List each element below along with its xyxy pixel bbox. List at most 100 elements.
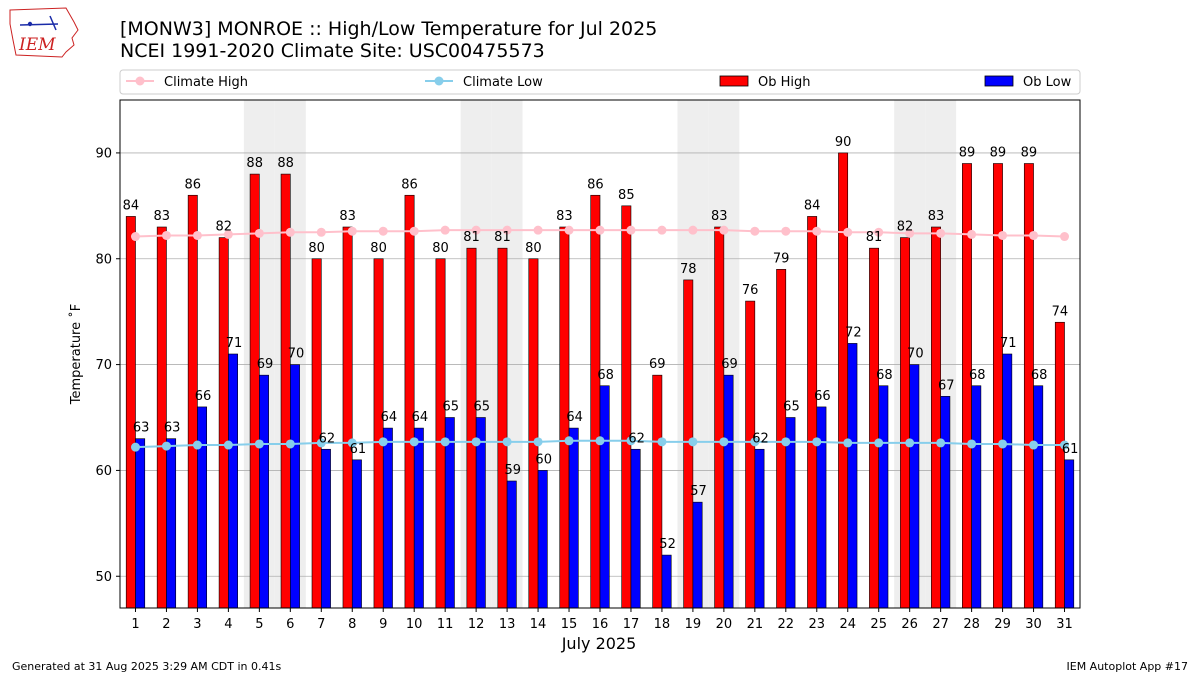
y-tick-label-60: 60 — [95, 464, 112, 479]
climate-low-point-16 — [595, 436, 605, 446]
x-tick-label-16: 16 — [592, 617, 609, 632]
legend-ob-low-swatch — [984, 75, 1014, 87]
climate-low-point-31 — [1060, 440, 1070, 450]
ob-high-value-17: 85 — [618, 188, 635, 203]
ob-high-bar-29 — [992, 163, 1003, 609]
climate-low-point-20 — [719, 437, 729, 447]
climate-high-point-8 — [347, 226, 357, 236]
x-tick-label-15: 15 — [561, 617, 578, 632]
ob-high-bar-13 — [497, 247, 508, 609]
ob-high-bar-16 — [590, 194, 601, 609]
ob-low-value-23: 66 — [814, 389, 831, 404]
ob-high-value-29: 89 — [990, 146, 1007, 161]
x-tick-label-8: 8 — [348, 617, 356, 632]
climate-low-point-17 — [626, 436, 636, 446]
climate-high-point-17 — [626, 225, 636, 235]
ob-high-bar-5 — [249, 173, 260, 609]
legend-climate-low-label: Climate Low — [463, 75, 543, 90]
y-tick-label-90: 90 — [95, 146, 112, 161]
ob-low-bar-19 — [692, 501, 703, 609]
climate-low-point-13 — [502, 437, 512, 447]
climate-low-point-3 — [192, 440, 202, 450]
y-tick-label-70: 70 — [95, 358, 112, 373]
y-axis-label: Temperature ˚F — [68, 304, 84, 405]
chart-subtitle: NCEI 1991-2020 Climate Site: USC00475573 — [120, 40, 545, 62]
ob-low-bar-18 — [661, 554, 672, 609]
y-tick-label-50: 50 — [95, 570, 112, 585]
climate-low-point-6 — [285, 439, 295, 449]
ob-low-bar-7 — [320, 448, 331, 609]
x-tick-label-26: 26 — [901, 617, 918, 632]
climate-low-point-24 — [843, 438, 853, 448]
ob-low-value-20: 69 — [721, 357, 738, 372]
ob-low-value-14: 60 — [535, 452, 552, 467]
ob-high-value-19: 78 — [680, 262, 697, 277]
ob-low-bar-28 — [971, 385, 982, 609]
x-tick-label-2: 2 — [162, 617, 170, 632]
ob-high-value-22: 79 — [773, 251, 790, 266]
x-tick-label-6: 6 — [286, 617, 294, 632]
ob-low-bar-17 — [630, 448, 641, 609]
ob-low-bar-26 — [909, 364, 920, 609]
climate-high-point-10 — [409, 226, 419, 236]
climate-low-point-2 — [161, 441, 171, 451]
climate-high-point-20 — [719, 225, 729, 235]
legend-box — [119, 69, 1081, 95]
ob-low-bar-5 — [259, 374, 269, 609]
chart-title: [MONW3] MONROE :: High/Low Temperature f… — [120, 18, 657, 40]
ob-low-bar-20 — [723, 374, 734, 609]
ob-low-value-8: 61 — [350, 442, 367, 457]
x-tick-label-17: 17 — [623, 617, 640, 632]
x-tick-label-4: 4 — [224, 617, 232, 632]
climate-low-point-8 — [347, 438, 357, 448]
climate-high-point-30 — [1029, 230, 1039, 240]
climate-high-point-13 — [502, 225, 512, 235]
ob-low-value-5: 69 — [257, 357, 274, 372]
ob-low-bar-27 — [940, 396, 951, 609]
ob-high-value-18: 69 — [649, 357, 666, 372]
ob-low-value-6: 70 — [288, 347, 305, 362]
ob-high-value-25: 81 — [866, 230, 883, 245]
ob-low-value-21: 62 — [752, 431, 769, 446]
climate-high-point-5 — [254, 228, 264, 238]
ob-high-value-16: 86 — [587, 177, 604, 192]
x-tick-label-24: 24 — [839, 617, 856, 632]
climate-high-point-14 — [533, 225, 543, 235]
climate-low-point-30 — [1029, 440, 1039, 450]
x-tick-label-1: 1 — [131, 617, 139, 632]
x-tick-label-3: 3 — [193, 617, 201, 632]
climate-low-point-23 — [812, 437, 822, 447]
ob-high-bar-10 — [404, 194, 415, 609]
x-tick-label-29: 29 — [994, 617, 1011, 632]
ob-low-bar-31 — [1064, 459, 1075, 609]
ob-low-value-25: 68 — [876, 368, 893, 383]
legend-ob-high-swatch — [719, 75, 749, 87]
ob-high-bar-26 — [900, 237, 910, 609]
bar-value-labels: 84 63 83 63 86 66 82 71 88 69 88 70 80 62 83 61 80 64 86 64… — [123, 135, 1079, 552]
ob-high-value-12: 81 — [463, 230, 480, 245]
ob-low-bar-8 — [351, 459, 362, 609]
ob-low-value-1: 63 — [133, 421, 150, 436]
ob-low-bar-16 — [599, 385, 610, 609]
ob-low-value-15: 64 — [566, 410, 583, 425]
ob-high-value-13: 81 — [494, 230, 511, 245]
climate-low-point-5 — [254, 439, 264, 449]
ob-high-bar-11 — [435, 258, 446, 609]
ob-low-bar-3 — [197, 406, 208, 609]
climate-low-point-10 — [409, 437, 419, 447]
legend-climate-high-label: Climate High — [164, 75, 248, 90]
x-tick-label-12: 12 — [468, 617, 485, 632]
ob-high-value-14: 80 — [525, 241, 542, 256]
ob-low-value-18: 52 — [659, 537, 676, 552]
ob-low-value-27: 67 — [938, 378, 955, 393]
climate-low-point-12 — [471, 437, 481, 447]
ob-high-value-31: 74 — [1052, 304, 1069, 319]
ob-low-bar-14 — [537, 470, 548, 609]
climate-high-point-12 — [471, 225, 481, 235]
ob-high-bar-8 — [342, 226, 353, 609]
iowa-outline-shape — [9, 7, 79, 58]
x-tick-label-27: 27 — [932, 617, 949, 632]
y-tick-label-80: 80 — [95, 252, 112, 267]
ob-high-bar-2 — [156, 226, 167, 609]
